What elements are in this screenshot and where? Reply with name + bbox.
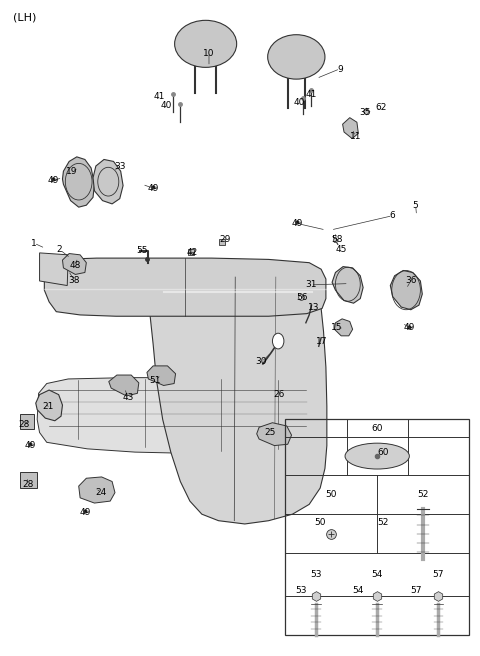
Polygon shape (343, 117, 359, 138)
Text: 5: 5 (413, 201, 419, 210)
Text: 2: 2 (57, 245, 62, 254)
Text: 57: 57 (432, 570, 444, 579)
Text: 49: 49 (291, 219, 303, 228)
Polygon shape (39, 253, 68, 285)
Polygon shape (37, 378, 315, 453)
Polygon shape (20, 472, 37, 488)
Text: 26: 26 (274, 390, 285, 399)
Text: 50: 50 (325, 491, 337, 499)
Text: 58: 58 (331, 236, 343, 244)
Text: 25: 25 (264, 428, 275, 437)
Text: 6: 6 (390, 211, 396, 220)
Text: 9: 9 (337, 66, 343, 75)
Text: 49: 49 (47, 176, 59, 185)
Text: 24: 24 (95, 488, 106, 497)
Text: 53: 53 (310, 570, 322, 579)
Polygon shape (147, 366, 176, 386)
Text: 35: 35 (360, 108, 371, 117)
Text: 53: 53 (295, 586, 307, 595)
Text: 49: 49 (79, 508, 91, 517)
Text: 48: 48 (70, 261, 81, 270)
Text: 52: 52 (377, 518, 389, 527)
Circle shape (273, 333, 284, 349)
Polygon shape (257, 422, 291, 445)
Ellipse shape (175, 20, 237, 68)
Text: 49: 49 (404, 323, 415, 333)
Text: 41: 41 (306, 90, 317, 98)
Text: 40: 40 (294, 98, 305, 107)
Text: 30: 30 (256, 358, 267, 367)
Text: 51: 51 (149, 376, 161, 385)
Text: 11: 11 (350, 132, 361, 141)
Text: 33: 33 (114, 161, 125, 171)
Text: (LH): (LH) (13, 12, 36, 23)
Text: 19: 19 (66, 167, 78, 176)
Polygon shape (390, 270, 422, 310)
Text: 28: 28 (22, 480, 33, 489)
Text: 50: 50 (314, 518, 326, 527)
Text: 13: 13 (308, 302, 320, 312)
Text: 29: 29 (219, 236, 230, 244)
Text: 55: 55 (136, 247, 148, 255)
Polygon shape (62, 253, 86, 274)
Text: 21: 21 (42, 402, 54, 411)
Text: 40: 40 (160, 102, 172, 110)
Polygon shape (20, 414, 34, 429)
Polygon shape (335, 319, 353, 336)
Text: 36: 36 (405, 276, 417, 285)
Polygon shape (332, 266, 363, 303)
Text: 54: 54 (372, 570, 383, 579)
Text: 10: 10 (203, 49, 215, 58)
Polygon shape (149, 276, 327, 524)
Text: 52: 52 (418, 491, 429, 499)
Text: 45: 45 (336, 245, 347, 254)
Text: 38: 38 (69, 276, 80, 285)
Text: 57: 57 (410, 586, 421, 595)
Text: 54: 54 (353, 586, 364, 595)
Polygon shape (44, 258, 326, 316)
Bar (285, 419, 469, 635)
Ellipse shape (268, 35, 325, 79)
Polygon shape (109, 375, 139, 396)
Ellipse shape (345, 443, 409, 469)
Text: 49: 49 (147, 184, 159, 193)
Text: 56: 56 (296, 293, 308, 302)
Polygon shape (79, 477, 115, 503)
Text: 60: 60 (377, 447, 389, 457)
Text: 28: 28 (19, 420, 30, 429)
Text: 62: 62 (375, 103, 387, 112)
Text: 60: 60 (372, 424, 383, 432)
Polygon shape (36, 390, 62, 420)
Text: 43: 43 (122, 393, 133, 401)
Text: 15: 15 (331, 323, 343, 333)
Text: 1: 1 (31, 239, 36, 247)
Text: 42: 42 (187, 248, 198, 256)
Polygon shape (93, 159, 123, 204)
Text: 49: 49 (24, 441, 36, 450)
Polygon shape (62, 157, 95, 207)
Text: 31: 31 (305, 280, 316, 289)
Text: 41: 41 (153, 92, 165, 100)
Text: 17: 17 (316, 337, 328, 346)
